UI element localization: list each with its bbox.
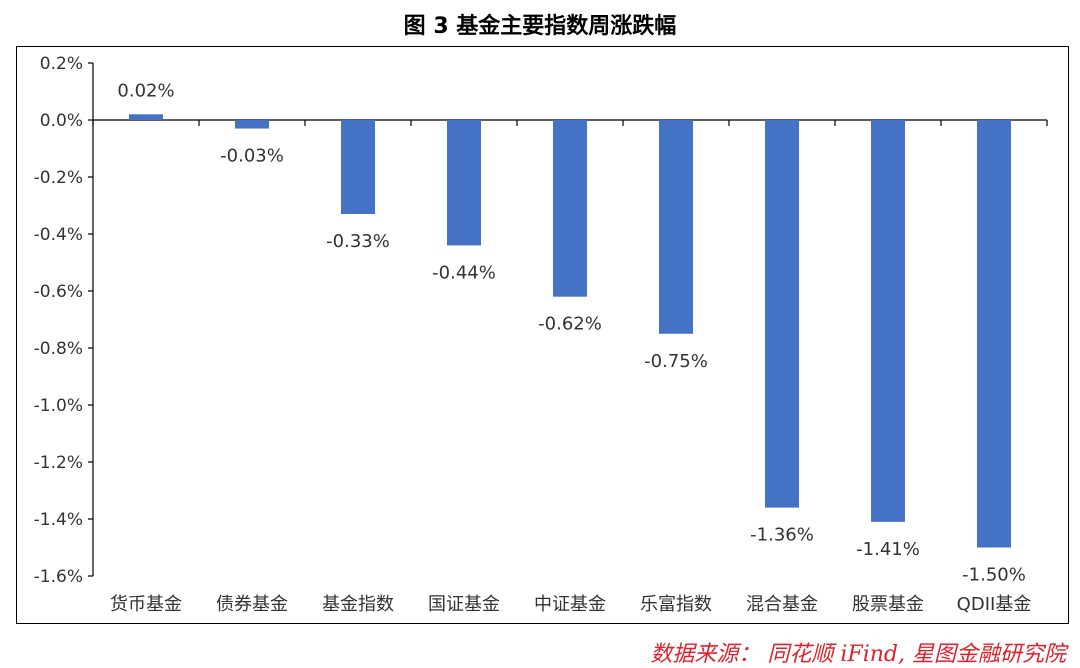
y-tick-label: -0.6%: [34, 282, 83, 302]
bar: [235, 120, 269, 129]
source-note: 数据来源： 同花顺 iFind, 星图金融研究院: [650, 642, 1066, 667]
chart-title: 图 3 基金主要指数周涨跌幅: [403, 14, 677, 39]
bar: [977, 120, 1011, 548]
data-label: -1.50%: [962, 565, 1026, 586]
y-tick-label: -0.2%: [34, 168, 83, 188]
category-label: 债券基金: [216, 594, 288, 615]
data-labels: 0.02% -0.03% -0.33% -0.44% -0.62% -0.75% -1.36…: [117, 80, 1025, 585]
category-label: 货币基金: [110, 594, 182, 615]
bar: [871, 120, 905, 522]
category-label: 中证基金: [534, 594, 606, 615]
category-label: 股票基金: [852, 594, 924, 615]
chart-frame: [16, 46, 1069, 624]
category-label: 乐富指数: [640, 594, 712, 615]
data-label: 0.02%: [117, 80, 174, 101]
data-label: -1.36%: [750, 525, 814, 546]
bar: [129, 114, 163, 120]
data-label: -0.44%: [432, 262, 496, 283]
bar: [447, 120, 481, 246]
bar: [765, 120, 799, 508]
category-label: QDII基金: [957, 594, 1032, 615]
data-label: -0.75%: [644, 351, 708, 372]
data-label: -0.62%: [538, 314, 602, 335]
category-label: 国证基金: [428, 594, 500, 615]
data-label: -1.41%: [856, 539, 920, 560]
data-label: -0.33%: [326, 231, 390, 252]
x-axis: 货币基金 债券基金 基金指数 国证基金 中证基金 乐富指数 混合基金 股票基金 QDII基金: [92, 119, 1048, 615]
bars: [129, 114, 1011, 548]
bar: [553, 120, 587, 297]
y-tick-label: -1.0%: [34, 396, 83, 416]
bar: [341, 120, 375, 215]
y-tick-label: -1.4%: [34, 510, 83, 530]
category-label: 混合基金: [746, 594, 818, 615]
y-tick-label: -1.6%: [34, 567, 83, 587]
bar: [659, 120, 693, 334]
y-tick-label: -1.2%: [34, 453, 83, 473]
y-tick-label: 0.2%: [40, 54, 83, 74]
y-tick-label: 0.0%: [40, 111, 83, 131]
data-label: -0.03%: [220, 146, 284, 167]
category-label: 基金指数: [322, 594, 394, 615]
y-tick-label: -0.8%: [34, 339, 83, 359]
y-tick-label: -0.4%: [34, 225, 83, 245]
y-axis: 0.2% 0.0% -0.2% -0.4% -0.6% -0.8% -1.0% -1.2% -1…: [34, 54, 94, 587]
